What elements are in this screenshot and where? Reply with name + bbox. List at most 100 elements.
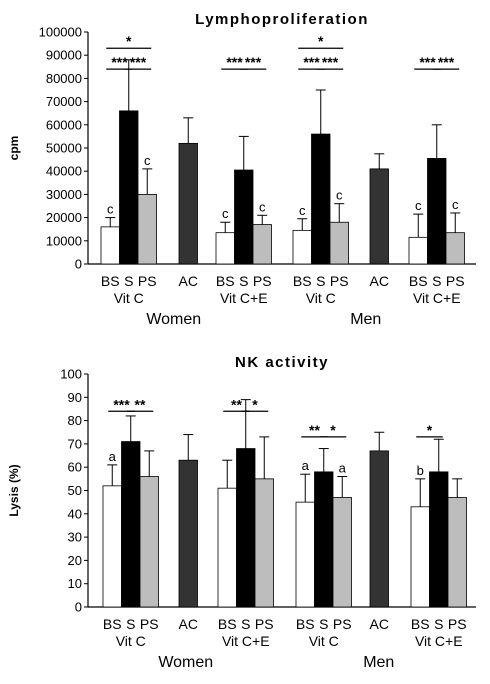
category-label: PS: [448, 616, 467, 632]
y-tick-label: 60000: [46, 117, 82, 132]
category-label: PS: [140, 616, 159, 632]
significance-label: *: [427, 422, 433, 438]
bar: [234, 169, 254, 265]
sex-group-label: Women: [158, 654, 213, 671]
bar: [121, 441, 141, 608]
bar-letter-label: c: [222, 206, 229, 221]
subgroup-label: Vit C: [116, 633, 146, 649]
y-tick-label: 40000: [46, 164, 82, 179]
y-tick-label: 80000: [46, 71, 82, 86]
category-label: S: [316, 273, 325, 289]
bar-letter-label: c: [452, 197, 459, 212]
bar-letter-label: b: [417, 463, 424, 478]
y-axis-label: Lysis (%): [7, 464, 21, 516]
bar-letter-label: c: [107, 202, 114, 217]
bar-letter-label: c: [299, 203, 306, 218]
y-tick-label: 0: [75, 257, 82, 272]
category-label: BS: [411, 616, 430, 632]
bar-letter-label: c: [415, 198, 422, 213]
y-tick-label: 20: [68, 553, 82, 568]
bar: [139, 476, 159, 608]
bar: [369, 168, 389, 265]
significance-label: ***: [113, 396, 130, 412]
category-label: PS: [255, 616, 274, 632]
category-label: BS: [103, 616, 122, 632]
y-tick-label: 100: [60, 367, 82, 382]
y-tick-label: 70: [68, 436, 82, 451]
significance-label: *: [330, 422, 336, 438]
category-label: S: [434, 616, 443, 632]
y-tick-label: 70000: [46, 94, 82, 109]
bar: [178, 142, 198, 265]
bar: [102, 485, 122, 608]
significance-label: ***: [226, 54, 243, 70]
significance-label: ***: [303, 54, 320, 70]
bar: [408, 236, 428, 265]
significance-label: ***: [130, 54, 147, 70]
subgroup-label: Vit C: [114, 290, 144, 306]
bar: [292, 229, 312, 265]
y-tick-label: 10: [68, 576, 82, 591]
significance-label: *: [252, 396, 258, 412]
category-label: AC: [370, 273, 389, 289]
category-label: S: [126, 616, 135, 632]
sex-group-label: Men: [363, 654, 394, 671]
bar: [236, 448, 256, 608]
category-label: AC: [179, 273, 198, 289]
y-tick-label: 20000: [46, 210, 82, 225]
subgroup-label: Vit C: [306, 290, 336, 306]
bar-letter-label: a: [302, 458, 310, 473]
y-tick-label: 50000: [46, 141, 82, 156]
category-label: BS: [296, 616, 315, 632]
category-label: AC: [370, 616, 389, 632]
category-label: S: [239, 273, 248, 289]
bar: [429, 471, 449, 608]
bar-letter-label: a: [109, 449, 117, 464]
bar-letter-label: c: [144, 153, 151, 168]
bar: [427, 158, 447, 265]
significance-label: **: [309, 422, 320, 438]
y-tick-label: 90: [68, 390, 82, 405]
category-label: BS: [409, 273, 428, 289]
bar: [100, 226, 120, 265]
bar-letter-label: c: [259, 199, 266, 214]
bar: [410, 506, 430, 608]
category-label: BS: [101, 273, 120, 289]
y-tick-label: 10000: [46, 233, 82, 248]
subgroup-label: Vit C+E: [415, 633, 463, 649]
category-label: AC: [179, 616, 198, 632]
significance-label: ***: [111, 54, 128, 70]
chart-title: NK activity: [235, 354, 329, 371]
bar: [119, 110, 139, 265]
y-tick-label: 0: [75, 600, 82, 615]
significance-label: ***: [438, 54, 455, 70]
bar: [295, 501, 315, 608]
category-label: PS: [333, 616, 352, 632]
bar: [445, 232, 465, 265]
bar: [311, 133, 331, 265]
significance-label: *: [126, 33, 132, 49]
y-tick-label: 90000: [46, 48, 82, 63]
category-label: S: [241, 616, 250, 632]
category-label: PS: [446, 273, 465, 289]
y-tick-label: 50: [68, 483, 82, 498]
y-tick-label: 30: [68, 530, 82, 545]
category-label: PS: [253, 273, 272, 289]
bar: [217, 487, 237, 608]
bar: [447, 497, 467, 608]
y-axis-label: cpm: [7, 136, 21, 161]
significance-label: ***: [245, 54, 262, 70]
bar: [252, 224, 272, 265]
significance-label: ***: [419, 54, 436, 70]
category-label: BS: [218, 616, 237, 632]
y-tick-label: 30000: [46, 187, 82, 202]
bar-letter-label: a: [339, 461, 347, 476]
bar: [254, 478, 274, 608]
sex-group-label: Women: [146, 311, 201, 328]
subgroup-label: Vit C+E: [413, 290, 461, 306]
significance-label: ***: [322, 54, 339, 70]
significance-label: **: [135, 396, 146, 412]
bar-letter-label: c: [336, 188, 343, 203]
subgroup-label: Vit C+E: [222, 633, 270, 649]
